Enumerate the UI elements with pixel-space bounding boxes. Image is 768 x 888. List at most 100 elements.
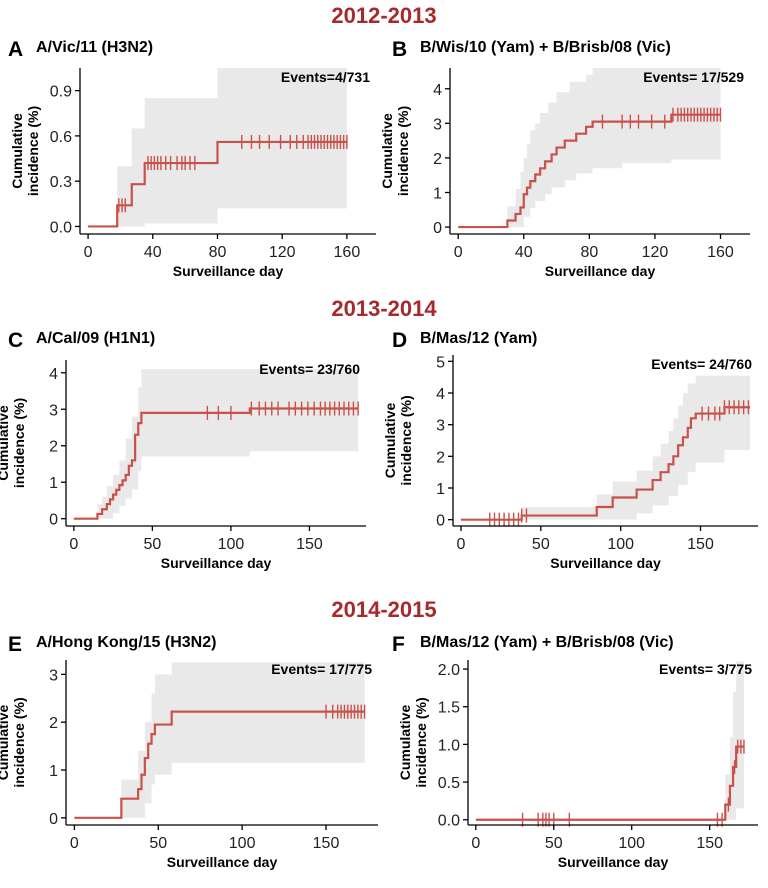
x-axis-label: Surveillance day xyxy=(558,854,669,870)
events-annotation: Events= 23/760 xyxy=(259,361,360,377)
y-tick-label: 0.0 xyxy=(50,219,72,236)
incidence-line xyxy=(458,113,721,229)
y-tick-label: 0 xyxy=(436,513,445,530)
y-tick-label: 3 xyxy=(49,402,58,419)
x-tick-label: 150 xyxy=(687,536,714,553)
confidence-band xyxy=(475,661,744,820)
x-tick-label: 100 xyxy=(607,536,634,553)
season-label-2014-2015: 2014-2015 xyxy=(331,597,436,622)
panel-letter: A xyxy=(8,38,23,61)
y-tick-label: 0 xyxy=(49,512,58,529)
y-tick-label: 2 xyxy=(49,715,58,732)
panel-title: A/Hong Kong/15 (H3N2) xyxy=(36,634,216,651)
x-tick-label: 0 xyxy=(454,244,463,261)
x-tick-label: 100 xyxy=(618,835,645,852)
x-tick-label: 160 xyxy=(707,244,734,261)
y-tick-label: 0.6 xyxy=(50,129,72,146)
panel-title: B/Mas/12 (Yam) + B/Brisb/08 (Vic) xyxy=(420,634,674,651)
incidence-line xyxy=(88,140,347,228)
y-axis-label: Cumulative xyxy=(0,705,11,781)
y-axis-label: incidence (%) xyxy=(11,697,27,787)
y-tick-label: 1 xyxy=(433,186,442,203)
y-tick-label: 1.5 xyxy=(438,700,460,717)
panel-title: B/Mas/12 (Yam) xyxy=(420,330,537,347)
events-annotation: Events=4/731 xyxy=(281,69,370,85)
x-tick-label: 80 xyxy=(580,244,598,261)
x-tick-label: 50 xyxy=(532,536,550,553)
y-tick-label: 2 xyxy=(433,151,442,168)
incidence-line xyxy=(74,710,365,819)
y-tick-label: 2.0 xyxy=(438,662,460,679)
events-annotation: Events= 3/775 xyxy=(659,661,752,677)
y-tick-label: 5 xyxy=(436,354,445,371)
y-tick-label: 4 xyxy=(436,386,445,403)
y-tick-label: 1 xyxy=(436,481,445,498)
x-axis-label: Surveillance day xyxy=(173,263,284,279)
x-tick-label: 0 xyxy=(69,536,78,553)
y-axis-label: incidence (%) xyxy=(25,106,41,196)
x-tick-label: 100 xyxy=(218,536,245,553)
panel-letter: F xyxy=(392,633,405,656)
x-tick-label: 120 xyxy=(642,244,669,261)
events-annotation: Events= 17/775 xyxy=(271,661,372,677)
incidence-line xyxy=(460,406,751,521)
x-tick-label: 80 xyxy=(209,244,227,261)
x-tick-label: 0 xyxy=(84,244,93,261)
x-tick-label: 0 xyxy=(471,835,480,852)
panel-title: A/Cal/09 (H1N1) xyxy=(36,330,155,347)
y-axis-label: Cumulative xyxy=(379,113,395,189)
panel-f: F B/Mas/12 (Yam) + B/Brisb/08 (Vic) 0.0 0.5… xyxy=(392,633,758,870)
y-tick-label: 4 xyxy=(49,366,58,383)
x-tick-label: 100 xyxy=(229,835,256,852)
panel-title: A/Vic/11 (H3N2) xyxy=(36,39,153,56)
y-tick-label: 3 xyxy=(433,116,442,133)
y-tick-label: 0 xyxy=(49,811,58,828)
x-tick-label: 0 xyxy=(457,536,466,553)
y-tick-label: 1 xyxy=(49,763,58,780)
x-tick-label: 150 xyxy=(313,835,340,852)
season-label-2012-2013: 2012-2013 xyxy=(331,3,436,28)
x-tick-label: 50 xyxy=(545,835,563,852)
confidence-band xyxy=(74,662,365,818)
x-tick-label: 50 xyxy=(149,835,167,852)
y-tick-label: 1 xyxy=(49,475,58,492)
x-tick-label: 150 xyxy=(696,835,723,852)
y-tick-label: 1.0 xyxy=(438,737,460,754)
y-tick-label: 0.3 xyxy=(50,174,72,191)
panel-a: A A/Vic/11 (H3N2) 0.0 0.3 0.6 0.9 0 40 80 120 160 S… xyxy=(8,38,376,279)
x-tick-label: 40 xyxy=(515,244,533,261)
panel-c: C A/Cal/09 (H1N1) 0 1 2 3 4 0 50 100 150 Surveillan… xyxy=(0,329,366,571)
x-axis-label: Surveillance day xyxy=(161,555,272,571)
y-tick-label: 3 xyxy=(436,418,445,435)
y-tick-label: 3 xyxy=(49,667,58,684)
x-tick-label: 150 xyxy=(296,536,323,553)
panel-letter: E xyxy=(8,633,22,656)
y-axis-label: Cumulative xyxy=(397,705,413,781)
x-axis-label: Surveillance day xyxy=(550,555,661,571)
panel-e: E A/Hong Kong/15 (H3N2) 0 1 2 3 0 50 100 150 Surve… xyxy=(0,633,378,870)
y-tick-label: 2 xyxy=(436,449,445,466)
panel-title: B/Wis/10 (Yam) + B/Brisb/08 (Vic) xyxy=(420,39,671,56)
confidence-band xyxy=(458,68,721,228)
y-tick-label: 0 xyxy=(433,220,442,237)
y-axis-label: incidence (%) xyxy=(398,395,414,485)
y-axis-label: Cumulative xyxy=(9,113,25,189)
panels: A A/Vic/11 (H3N2)0.00.30.60.90 40 80 120 160S… xyxy=(0,38,758,870)
panel-letter: B xyxy=(392,38,407,61)
x-tick-label: 120 xyxy=(269,244,296,261)
y-axis-label: Cumulative xyxy=(382,403,398,479)
y-tick-label: 2 xyxy=(49,439,58,456)
x-tick-label: 0 xyxy=(70,835,79,852)
y-tick-label: 4 xyxy=(433,82,442,99)
confidence-band xyxy=(460,375,751,520)
incidence-line xyxy=(475,745,744,821)
confidence-band xyxy=(73,369,359,519)
y-axis-label: Cumulative xyxy=(0,405,11,481)
panel-letter: C xyxy=(8,329,23,352)
x-tick-label: 160 xyxy=(334,244,361,261)
events-annotation: Events= 24/760 xyxy=(651,356,752,372)
y-axis-label: incidence (%) xyxy=(413,697,429,787)
incidence-line xyxy=(73,407,359,520)
